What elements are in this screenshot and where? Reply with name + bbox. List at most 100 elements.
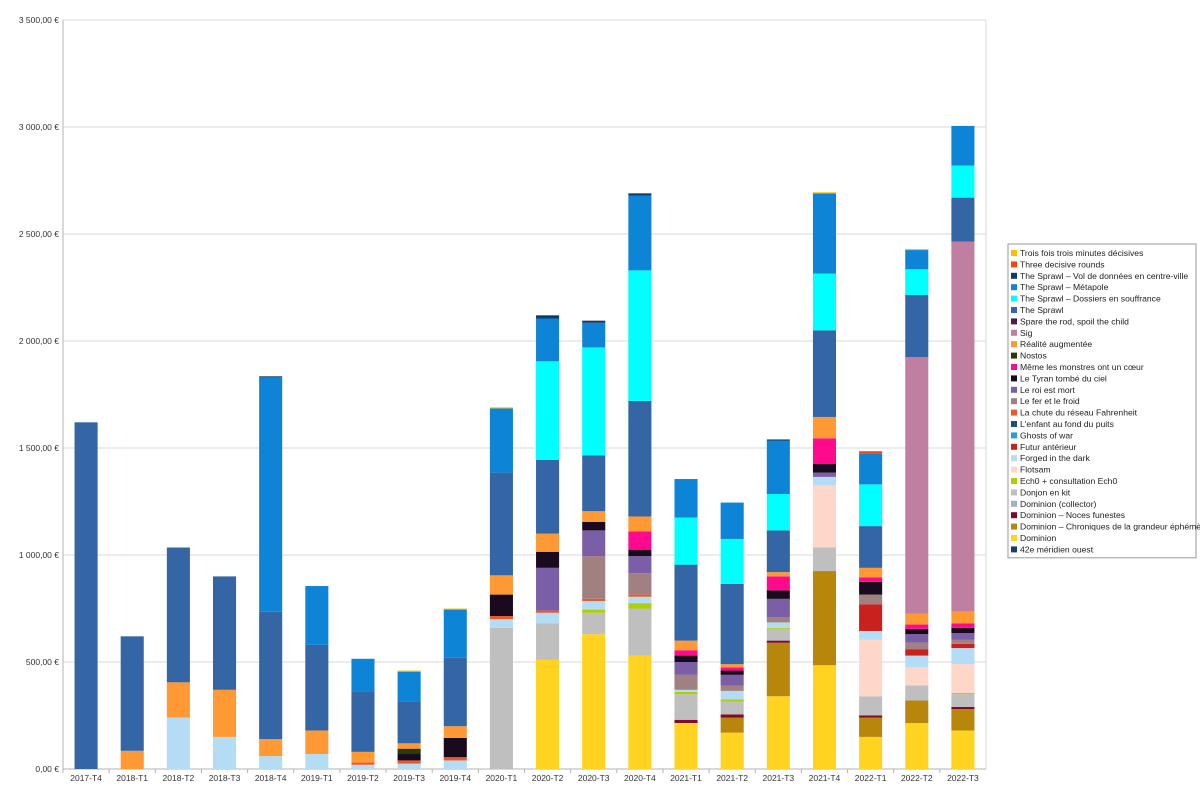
bar-segment [628,270,652,401]
bar-segment [582,530,606,557]
bar-segment [766,494,790,531]
bar-segment [489,408,513,473]
bar-segment [536,315,560,319]
bar-segment [812,485,837,548]
bar-segment [951,611,975,624]
bar-segment [812,472,837,477]
legend-entry: Three decisive rounds [1020,259,1105,269]
bar-segment [489,615,513,620]
bar-segment [766,590,790,599]
legend-swatch [1011,398,1017,405]
bar-segment [212,736,237,769]
bar-segment [397,763,421,769]
legend-swatch [1011,489,1017,496]
bar-segment [351,751,375,763]
bar-segment [812,330,837,417]
bar-segment [720,732,744,769]
bar-segment [674,691,698,695]
bar-segment [951,643,975,649]
bar-segment [397,701,421,744]
bar-segment [812,193,837,274]
bar-segment [951,633,975,640]
x-tick-label: 2022-T2 [901,773,933,783]
legend-swatch [1011,546,1017,553]
bar-segment [905,357,929,614]
x-tick-label: 2018-T1 [116,773,148,783]
legend-entry: L'enfant au fond du puits [1020,419,1114,429]
legend-entry: The Sprawl [1020,305,1064,315]
x-tick-label: 2021-T3 [762,773,794,783]
bar-segment [628,193,652,196]
legend-entry: Dominion – Noces funestes [1020,510,1125,520]
legend-swatch [1011,535,1017,541]
legend-swatch [1011,250,1017,256]
legend-entry: Flotsam [1020,465,1051,475]
bar-segment [766,530,790,573]
bar-segment [720,664,744,668]
legend-swatch [1011,364,1017,370]
bar-segment [443,608,467,610]
bar-segment [305,754,329,769]
bar-segment [489,619,513,628]
bar-segment [443,657,467,727]
bar-segment [951,241,975,612]
bar-segment [905,667,929,686]
bar-segment [582,521,606,531]
legend-entry: Dominion [1020,533,1057,543]
bar-segment [582,511,606,522]
legend-entry: Le fer et le froid [1020,396,1080,406]
bar-segment [951,730,975,769]
bar-segment [859,717,883,737]
bar-segment [720,685,744,691]
bar-segment [443,760,467,769]
legend-swatch [1011,284,1017,291]
axes [62,20,987,773]
legend-entry: The Sprawl – Métapole [1020,282,1109,292]
bar-segment [674,655,698,662]
bar-segment [766,617,790,623]
bar-segment [351,762,375,765]
legend-swatch [1011,386,1017,393]
bar-segment [905,613,929,625]
legend-entry: Le roi est mort [1020,385,1076,395]
x-tick-label: 2021-T4 [809,773,841,783]
bar-segment [859,604,883,631]
legend-swatch [1011,307,1017,313]
bar-segment [720,674,744,686]
bar-segment [859,453,883,485]
bar-segment [628,594,652,597]
bar-segment [536,533,560,552]
legend-entry: Sig [1020,328,1033,338]
bar-segment [766,572,790,577]
bar-segment [259,756,283,769]
bar-segment [536,610,560,613]
bar-segment [120,750,144,769]
bar-segment [951,693,975,695]
bar-segment [628,195,652,271]
bar-segment [905,642,929,650]
bar-segment [812,416,837,439]
bar-segment [443,609,467,658]
bar-segment [536,623,560,660]
bar-segment [443,757,467,761]
bar-segment [859,736,883,769]
bar-segment [905,722,929,769]
bar-segment [259,739,283,757]
grid-lines [63,19,986,770]
legend: Trois fois trois minutes décisivesThree … [1007,243,1200,559]
bar-segment [305,730,329,755]
bar-segment [443,726,467,738]
bar-segment [536,361,560,460]
bar-segment [674,662,698,675]
bar-segment [951,125,975,166]
bar-segment [259,377,283,612]
bar-segment [74,422,98,769]
x-tick-label: 2018-T2 [163,773,195,783]
bar-segment [766,640,790,643]
bar-segment [582,612,606,635]
x-tick-label: 2019-T3 [393,773,425,783]
bar-segment [812,665,837,769]
bar-segment [905,248,929,251]
y-tick-label: 1 500,00 € [19,443,59,453]
